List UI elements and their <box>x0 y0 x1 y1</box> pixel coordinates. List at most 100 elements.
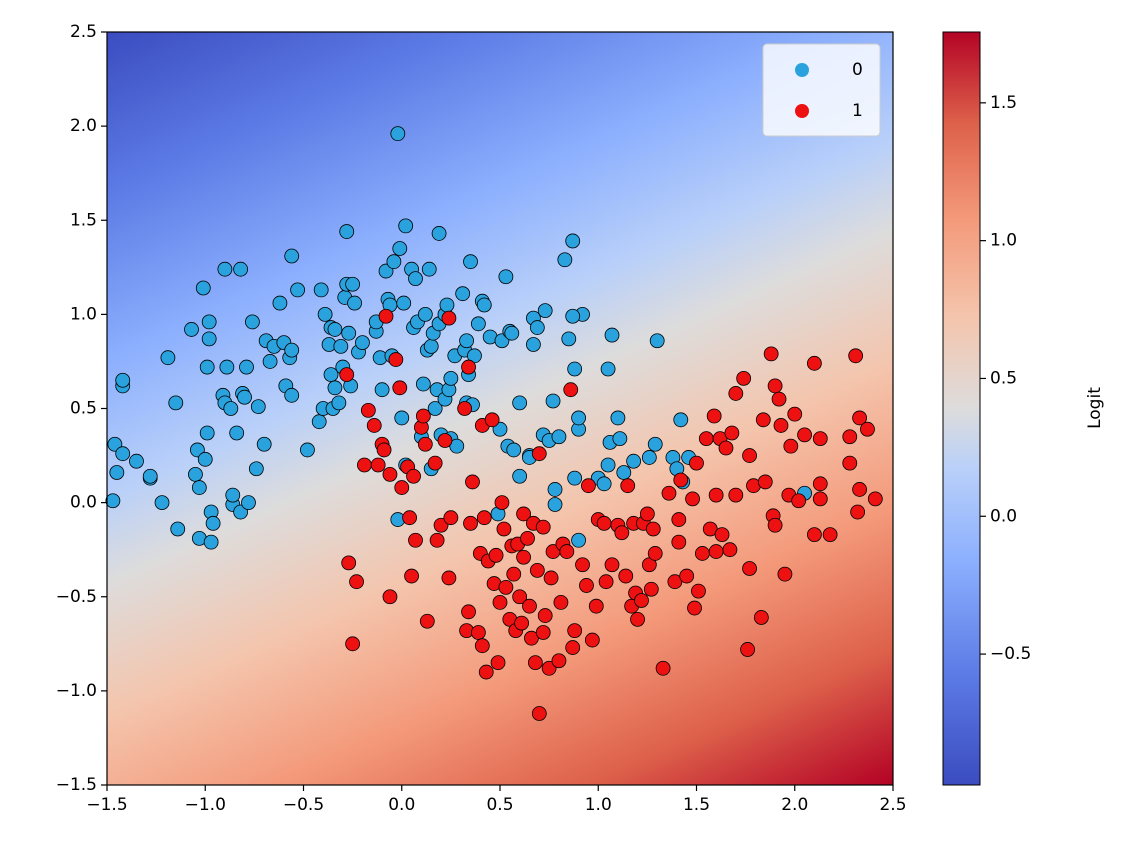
point <box>109 465 125 480</box>
point <box>565 233 581 249</box>
point <box>767 517 783 533</box>
point <box>537 303 553 319</box>
point <box>867 491 883 507</box>
point <box>417 436 433 452</box>
point <box>476 297 492 313</box>
point <box>229 425 245 441</box>
point <box>417 306 433 322</box>
point <box>708 487 724 503</box>
point <box>241 495 256 511</box>
point <box>463 254 478 270</box>
point <box>698 431 714 447</box>
point <box>649 333 665 349</box>
point <box>514 615 530 631</box>
legend-box <box>762 43 881 137</box>
point <box>355 335 370 351</box>
point <box>386 254 402 270</box>
point <box>763 346 779 362</box>
y-tick-label: 1.5 <box>70 210 97 230</box>
legend-label: 1 <box>852 101 863 121</box>
x-tick-label: 0.5 <box>486 795 513 815</box>
point <box>427 455 443 471</box>
point <box>376 442 392 458</box>
point <box>392 380 408 396</box>
point <box>419 613 435 629</box>
point <box>581 478 596 494</box>
point <box>584 632 600 648</box>
point <box>567 623 583 639</box>
point <box>327 322 343 337</box>
point <box>199 359 215 375</box>
point <box>771 391 787 407</box>
point <box>706 408 722 424</box>
point <box>620 478 636 494</box>
point <box>807 527 822 543</box>
point <box>740 642 755 657</box>
colorbar-tick-label: 0.0 <box>990 506 1017 526</box>
point <box>531 706 547 721</box>
point <box>439 297 455 313</box>
point <box>421 261 437 277</box>
point <box>154 495 170 511</box>
legend-marker <box>795 63 809 77</box>
point <box>433 517 449 533</box>
point <box>188 466 203 482</box>
point <box>443 510 459 526</box>
point <box>565 640 581 655</box>
point <box>476 510 492 526</box>
point <box>687 600 702 616</box>
point <box>415 408 431 424</box>
point <box>408 271 423 287</box>
x-tick-label: −1.0 <box>185 795 226 815</box>
point <box>543 570 559 586</box>
point <box>671 512 687 527</box>
point <box>742 561 757 576</box>
point <box>396 295 412 311</box>
point <box>506 566 522 582</box>
point <box>639 506 655 522</box>
x-tick-label: −1.5 <box>86 795 127 815</box>
point <box>852 410 867 426</box>
point <box>239 359 254 375</box>
colorbar-label: Logit <box>1085 387 1105 429</box>
point <box>537 608 553 623</box>
point <box>506 442 522 458</box>
point <box>504 325 520 341</box>
point <box>290 282 306 298</box>
point <box>441 570 457 586</box>
point <box>262 354 278 369</box>
point <box>634 593 649 608</box>
point <box>614 525 630 541</box>
point <box>191 480 207 495</box>
point <box>596 476 612 492</box>
point <box>406 468 421 484</box>
point <box>529 562 545 578</box>
point <box>616 465 632 480</box>
point <box>600 361 616 377</box>
point <box>541 660 557 676</box>
point <box>812 431 828 447</box>
point <box>349 574 364 590</box>
point <box>512 395 528 411</box>
point <box>848 348 864 364</box>
point <box>465 474 480 490</box>
point <box>219 359 235 375</box>
point <box>339 367 355 383</box>
point <box>702 521 718 537</box>
point <box>366 418 382 433</box>
point <box>722 542 738 558</box>
point <box>461 359 476 375</box>
point <box>708 544 724 559</box>
point <box>427 401 443 416</box>
point <box>225 487 241 503</box>
point <box>429 532 445 548</box>
point <box>284 248 300 264</box>
point <box>245 314 260 330</box>
point <box>571 532 586 548</box>
point <box>797 427 812 443</box>
x-tick-label: 0.0 <box>388 795 415 815</box>
point <box>345 636 361 652</box>
point <box>598 574 614 590</box>
x-tick-label: 1.5 <box>683 795 710 815</box>
